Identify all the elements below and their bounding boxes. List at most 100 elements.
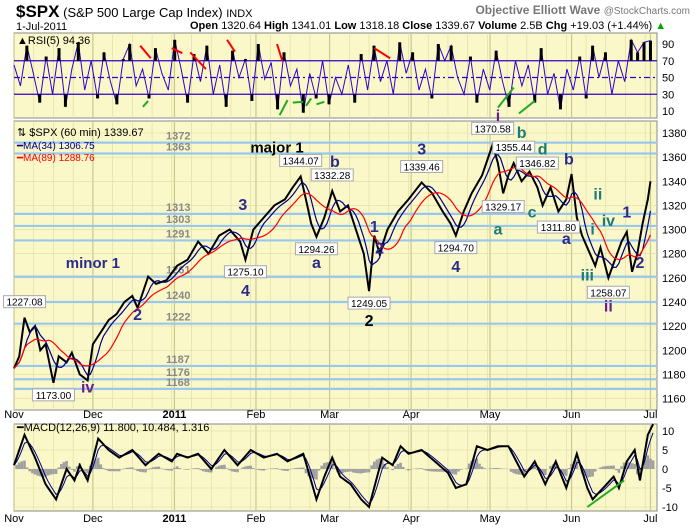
x-tick-label: Jun [563,409,581,421]
macd-histogram-bar [588,469,592,477]
macd-histogram-bar [54,469,58,474]
symbol: $SPX [16,2,60,21]
wave-label: iv [602,213,615,230]
macd-histogram-bar [459,469,463,470]
y-tick-label: 1240 [662,297,686,309]
macd-histogram-bar [373,461,376,469]
macd-histogram-bar [533,465,537,469]
macd-histogram-bar [125,467,129,469]
macd-histogram-bar [152,467,155,469]
y-tick-label: 1180 [662,369,686,381]
level-label: 1372 [166,131,190,143]
macd-legend-swatch: ━ [17,422,24,434]
close-label: Close [402,20,433,32]
rsi-overbought-fill [359,54,363,61]
macd-histogram-bar [157,466,160,469]
price-line [13,140,652,384]
x-tick-label: 2011 [162,409,186,421]
macd-histogram-bar [262,469,266,471]
date: 1-Jul-2011 [16,21,68,33]
x-tick-label: Jun [563,513,581,525]
rsi-overbought-fill [25,45,29,61]
level-label: 1176 [166,367,190,379]
y-tick-label: 1220 [662,321,686,333]
macd-histogram-bar [362,469,366,473]
level-label: 1187 [166,354,190,366]
rsi-trendline-red [276,43,284,62]
wave-label: iv [81,380,94,397]
macd-histogram-bar [304,469,308,474]
rsi-oversold-fill [147,94,151,99]
macd-histogram-bar [165,469,168,471]
rsi-oversold-fill [186,94,190,103]
macd-histogram-bar [223,464,226,469]
macd-histogram-bar [225,468,229,469]
rsi-oversold-fill [507,94,511,107]
macd-histogram-bar [565,469,568,476]
rsi-overbought-fill [128,44,132,61]
macd-histogram-bar [175,466,179,469]
brand: Objective Elliott Wave @StockCharts.com [475,3,690,17]
rsi-overbought-fill [648,40,652,61]
macd-histogram-bar [417,468,421,469]
rsi-trendline-green [142,100,149,108]
rsi-legend: ▲RSI(5) 94.36 [17,35,90,47]
macd-histogram-bar [451,469,455,475]
rsi-trendline-red [139,45,152,59]
macd-histogram-bar [49,469,53,475]
wave-label: b [517,125,527,142]
macd-histogram-bar [570,463,573,469]
macd-histogram-bar [83,469,87,472]
rsi-oversold-fill [430,94,434,99]
rsi-oversold-fill [353,94,357,103]
price-callout: 1329.17 [485,203,522,214]
macd-histogram-bar [614,469,618,471]
macd-histogram-bar [454,469,458,475]
macd-histogram-bar [233,469,237,472]
macd-histogram-bar [112,469,116,472]
macd-histogram-bar [36,469,39,476]
rsi-oversold-fill [115,94,119,105]
macd-histogram-bar [199,469,203,471]
macd-histogram-bar [46,469,50,476]
macd-histogram-bar [428,469,431,472]
rsi-overbought-fill [398,42,402,61]
macd-histogram-bar [515,469,518,475]
rsi-overbought-fill [539,48,543,61]
rsi-oversold-fill [301,94,305,113]
macd-histogram-bar [465,468,468,469]
macd-histogram-bar [96,457,100,469]
wave-label: major 1 [250,139,303,156]
macd-histogram-bar [636,469,639,475]
macd-histogram-bar [133,469,137,470]
price-legend: ⇅ $SPX (60 min) 1339.67 [17,127,144,139]
macd-histogram-bar [383,463,387,469]
macd-histogram-bar [375,459,379,469]
rsi-tick-label: 70 [662,56,674,68]
rsi-oversold-fill [314,94,318,99]
price-callout-box [279,153,323,167]
macd-histogram-bar [601,466,605,469]
x-tick-label: Nov [4,513,24,525]
exchange: INDX [226,8,253,20]
macd-histogram-bar [228,469,231,471]
macd-histogram-bar [162,469,166,470]
macd-line [13,423,654,509]
macd-title: MACD(12,26,9) 11.800, 10.484, 1.316 [23,422,210,434]
site: @StockCharts.com [603,6,690,17]
ma34-legend: ━MA(34) 1306.75 [16,141,95,152]
macd-histogram-bar [33,469,37,475]
macd-histogram-bar [217,465,221,469]
up-arrow-icon: ▲ [655,20,667,32]
wave-label: 1 [622,204,631,221]
rsi-overbought-fill [243,59,247,61]
rsi-oversold-fill [38,94,42,103]
y-tick-label: 1340 [662,176,686,188]
macd-histogram-bar [60,464,63,469]
macd-histogram-bar [396,463,400,469]
rsi-overbought-fill [436,44,440,61]
macd-histogram-bar [57,467,61,469]
level-label: 1363 [166,142,190,154]
macd-histogram-bar [646,455,650,469]
macd-histogram-bar [391,469,395,471]
